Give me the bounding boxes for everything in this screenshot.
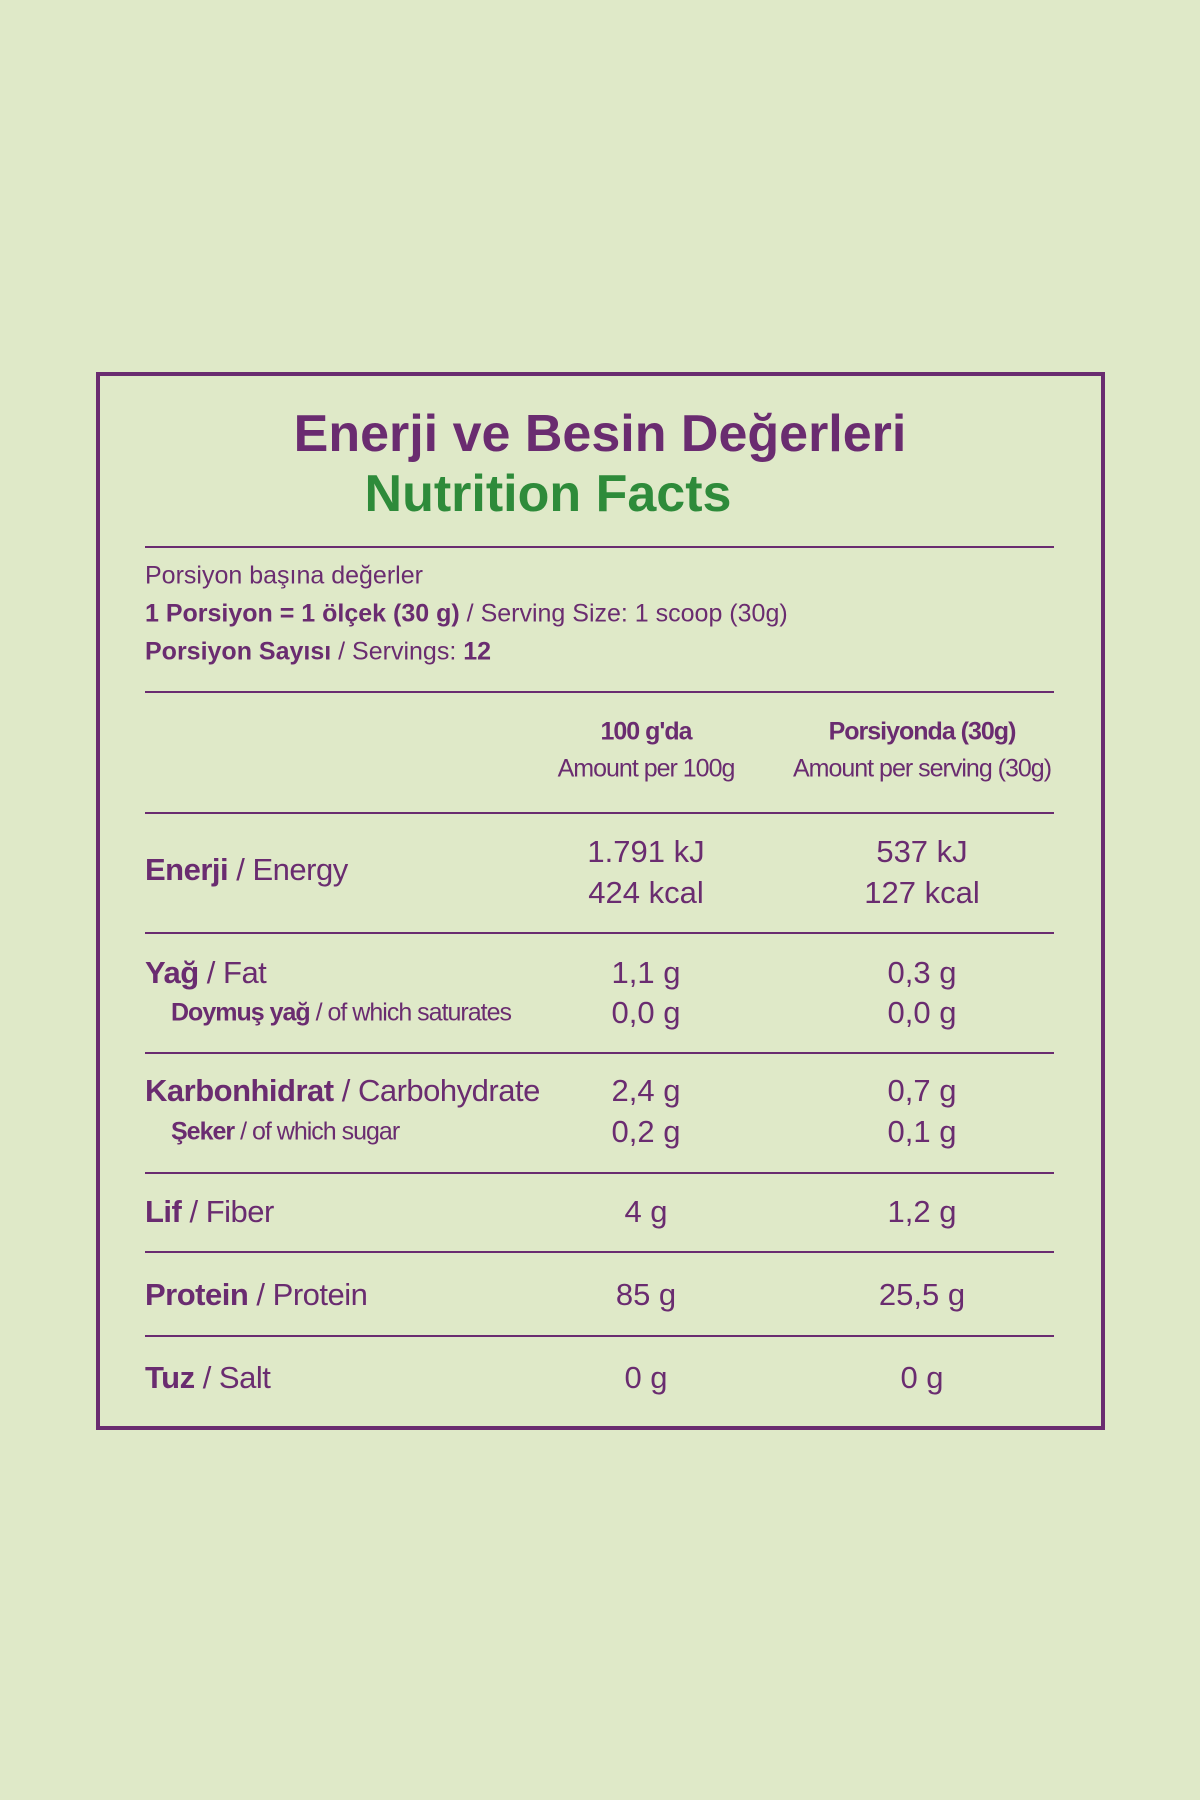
title: Enerji ve Besin Değerleri <box>294 404 907 464</box>
row-label: Protein / Protein <box>145 1277 368 1313</box>
cell-value: 25,5 g <box>879 1277 965 1313</box>
serving-size-part: / Serving Size: 1 scoop (30g) <box>466 599 788 628</box>
cell-value-part: 25,5 g <box>878 1277 966 1312</box>
divider <box>145 546 1054 548</box>
column-title-part: 100 g'da <box>600 717 692 746</box>
row-label-part: / Carbohydrate <box>341 1073 541 1108</box>
row-label: Yağ / Fat <box>145 955 267 991</box>
cell-value-part: 127 kcal <box>864 875 980 910</box>
servings-part: / Servings: <box>338 637 457 666</box>
sub-label-part: Şeker <box>171 1117 235 1146</box>
serving-size-part: 1 Porsiyon = 1 ölçek (30 g) <box>145 599 460 628</box>
divider <box>145 1172 1054 1174</box>
row-label-part: Yağ <box>145 955 199 990</box>
cell-value-part: 2,4 g <box>611 1073 681 1108</box>
column-subtitle: Amount per serving (30g) <box>792 754 1052 784</box>
cell-value: 0,2 g <box>612 1114 681 1150</box>
sub-label-part: / of which sugar <box>240 1117 400 1146</box>
row-label-part: / Energy <box>236 852 348 887</box>
serving-line-part: Porsiyon başına değerler <box>145 561 423 590</box>
subtitle-part: Nutrition Facts <box>364 465 732 523</box>
cell-value: 1.791 kJ <box>587 834 704 870</box>
cell-value-part: 0,7 g <box>887 1073 957 1108</box>
column-title: 100 g'da <box>600 717 692 747</box>
cell-value: 2,4 g <box>612 1073 681 1109</box>
row-label-part: Tuz <box>145 1360 195 1395</box>
cell-value-part: 0,0 g <box>611 995 681 1030</box>
cell-value: 537 kJ <box>876 834 967 870</box>
row-label-part: / Fat <box>206 955 267 990</box>
servings-part: Porsiyon Sayısı <box>145 637 332 666</box>
row-label: Enerji / Energy <box>145 852 348 888</box>
cell-value-part: 0,2 g <box>611 1114 681 1149</box>
serving-size: 1 Porsiyon = 1 ölçek (30 g) / Serving Si… <box>145 600 788 629</box>
row-label-part: / Salt <box>202 1360 271 1395</box>
cell-value-part: 1,1 g <box>611 955 681 990</box>
cell-value: 424 kcal <box>588 875 703 911</box>
cell-value: 0,1 g <box>888 1114 957 1150</box>
cell-value: 0 g <box>900 1360 943 1396</box>
cell-value: 1,1 g <box>612 955 681 991</box>
sub-label-part: Doymuş yağ <box>171 998 311 1027</box>
column-subtitle: Amount per 100g <box>557 754 736 784</box>
cell-value: 0,0 g <box>888 995 957 1031</box>
cell-value: 1,2 g <box>888 1194 957 1230</box>
cell-value: 0,7 g <box>888 1073 957 1109</box>
cell-value-part: 424 kcal <box>588 875 704 910</box>
cell-value: 0,3 g <box>888 955 957 991</box>
cell-value-part: 0 g <box>900 1360 944 1395</box>
serving-line: Porsiyon başına değerler <box>145 562 423 591</box>
sub-label: Şeker / of which sugar <box>171 1117 400 1147</box>
cell-value-part: 4 g <box>624 1194 668 1229</box>
cell-value-part: 537 kJ <box>876 834 968 869</box>
cell-value: 4 g <box>624 1194 667 1230</box>
row-label-part: / Protein <box>256 1277 368 1312</box>
title-part: Enerji ve Besin Değerleri <box>293 405 907 463</box>
column-subtitle-part: Amount per serving (30g) <box>792 754 1052 783</box>
cell-value-part: 0,0 g <box>887 995 957 1030</box>
cell-value-part: 1.791 kJ <box>587 834 705 869</box>
table-frame <box>96 372 1105 1430</box>
cell-value-part: 0 g <box>624 1360 668 1395</box>
divider <box>145 932 1054 934</box>
row-label-part: Protein <box>145 1277 249 1312</box>
row-label-part: Enerji <box>145 852 229 887</box>
subtitle: Nutrition Facts <box>365 464 732 524</box>
divider <box>145 691 1054 693</box>
cell-value: 0 g <box>624 1360 667 1396</box>
row-label-part: Karbonhidrat <box>145 1073 334 1108</box>
divider <box>145 1251 1054 1253</box>
servings: Porsiyon Sayısı / Servings: 12 <box>145 638 491 667</box>
divider <box>145 1335 1054 1337</box>
sub-label-part: / of which saturates <box>315 998 512 1027</box>
column-title: Porsiyonda (30g) <box>828 717 1017 747</box>
row-label: Tuz / Salt <box>145 1360 271 1396</box>
divider <box>145 812 1054 814</box>
divider <box>145 1052 1054 1054</box>
column-subtitle-part: Amount per 100g <box>557 754 736 783</box>
column-title-part: Porsiyonda (30g) <box>828 717 1017 746</box>
cell-value: 0,0 g <box>612 995 681 1031</box>
servings-part: 12 <box>463 637 492 666</box>
row-label-part: Lif <box>145 1194 182 1229</box>
cell-value: 85 g <box>616 1277 676 1313</box>
cell-value-part: 85 g <box>615 1277 677 1312</box>
cell-value-part: 1,2 g <box>887 1194 957 1229</box>
cell-value-part: 0,1 g <box>887 1114 957 1149</box>
cell-value-part: 0,3 g <box>887 955 957 990</box>
cell-value: 127 kcal <box>864 875 979 911</box>
row-label: Karbonhidrat / Carbohydrate <box>145 1073 540 1109</box>
row-label: Lif / Fiber <box>145 1194 274 1230</box>
sub-label: Doymuş yağ / of which saturates <box>171 998 512 1028</box>
row-label-part: / Fiber <box>189 1194 275 1229</box>
